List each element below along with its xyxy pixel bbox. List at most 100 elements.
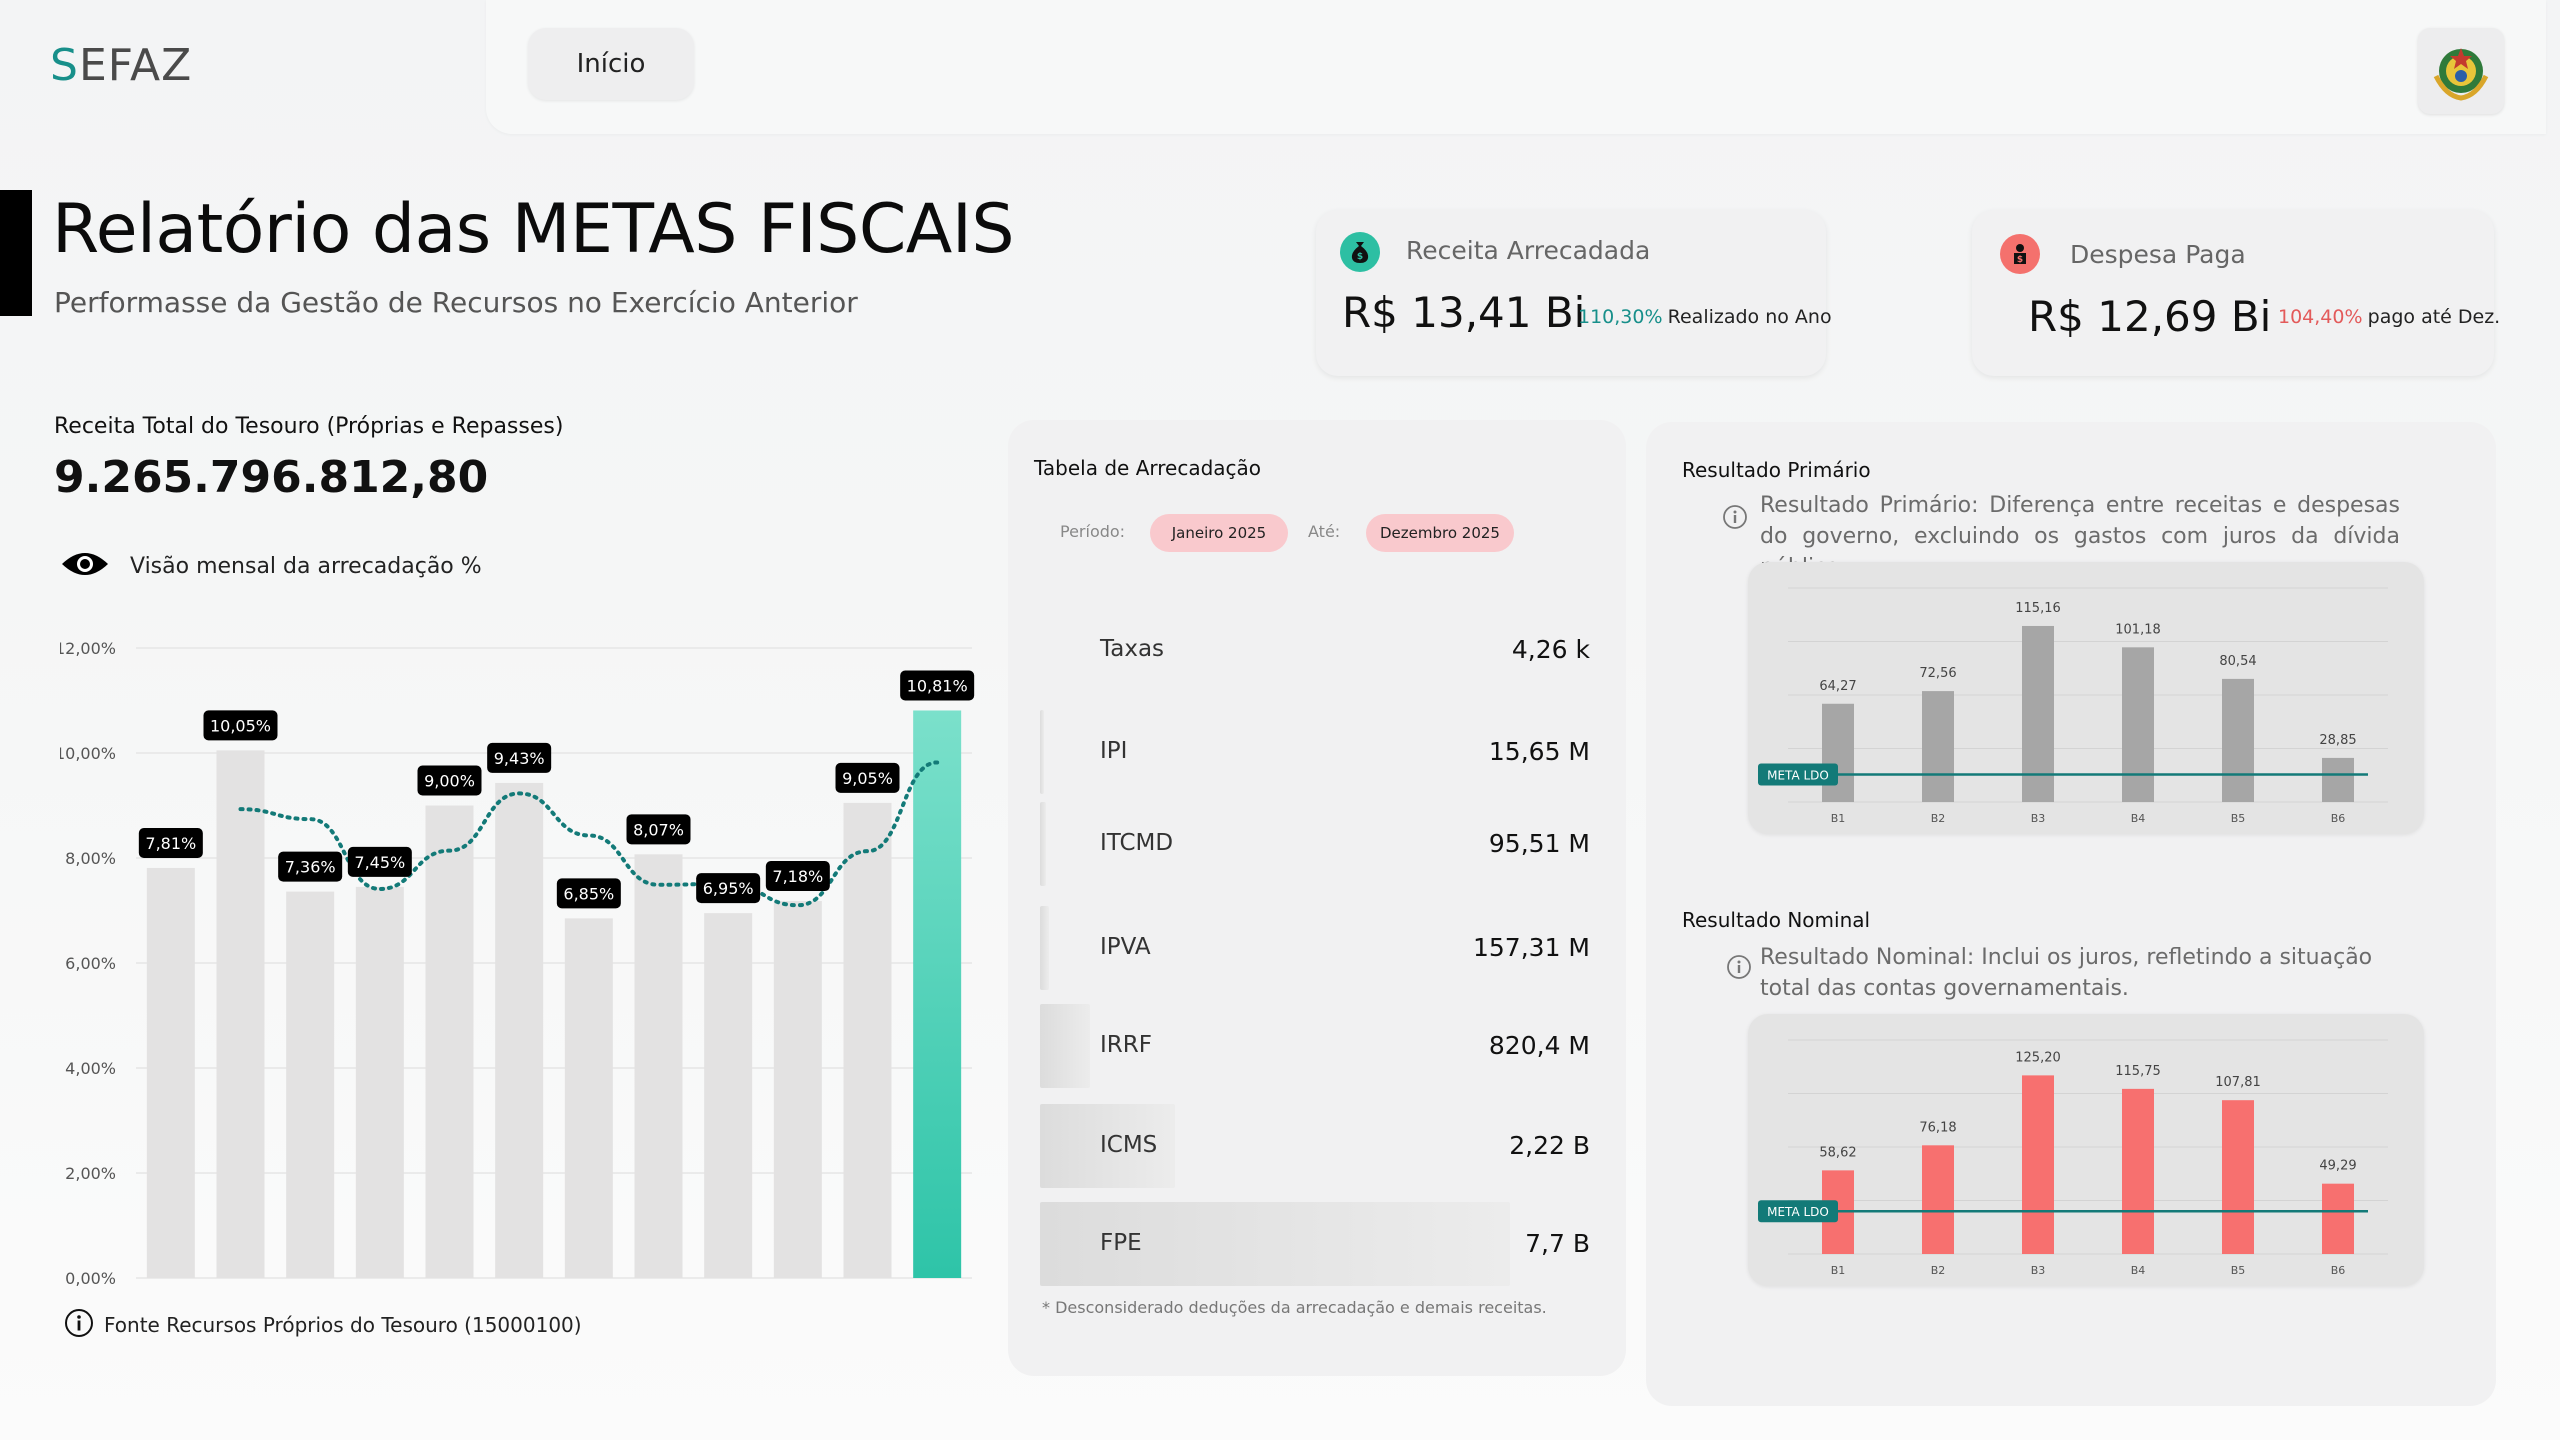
page-subtitle: Performasse da Gestão de Recursos no Exe… xyxy=(54,286,858,319)
data-label-box xyxy=(900,670,975,701)
receita-total-label: Receita Total do Tesouro (Próprias e Rep… xyxy=(54,414,564,439)
table-row-value: 4,26 k xyxy=(1511,635,1590,664)
kpi-despesa-note: pago até Dez. xyxy=(2367,306,2501,328)
primario-chart: 64,27 B1 72,56 B2 115,16 B3 101,18 B4 80,54 B5 28,… xyxy=(1758,587,2388,825)
data-label-box xyxy=(696,873,761,904)
kpi-despesa-percent: 104,40% xyxy=(2278,306,2363,328)
kpi-despesa-card: $ Despesa Paga R$ 12,69 Bi 104,40% pago … xyxy=(1972,210,2500,376)
table-row-name: IPI xyxy=(1100,738,1128,764)
period-to-select[interactable]: Dezembro 2025 xyxy=(1366,514,1514,552)
nominal-chart: 58,62 B1 76,18 B2 125,20 B3 115,75 B4 107,81 B5 49… xyxy=(1758,1039,2388,1277)
primario-title: Resultado Primário xyxy=(1682,458,1871,482)
bar xyxy=(2222,1100,2254,1254)
table-row-value: 7,7 B xyxy=(1525,1229,1590,1258)
table-row-name: ITCMD xyxy=(1100,830,1174,856)
reference-label: META LDO xyxy=(1767,1205,1829,1219)
data-label: 58,62 xyxy=(1819,1145,1856,1160)
x-tick-label: B2 xyxy=(1931,812,1946,825)
table-row[interactable]: ICMS 2,22 B xyxy=(1008,1104,1626,1188)
share-bar xyxy=(1040,1202,1510,1286)
kpi-receita-note: Realizado no Ano xyxy=(1667,306,1832,328)
x-tick-label: B3 xyxy=(2031,812,2046,825)
table-row[interactable]: IPVA 157,31 M xyxy=(1008,906,1626,990)
top-navigation-bar xyxy=(486,0,2546,134)
y-tick-label: 8,00% xyxy=(65,849,116,868)
share-bar xyxy=(1040,1004,1091,1088)
kpi-receita-card: $ Receita Arrecadada R$ 13,41 Bi 110,30%… xyxy=(1316,210,1832,376)
kpi-despesa-label: Despesa Paga xyxy=(2070,240,2246,269)
sefaz-logo: SEFAZ xyxy=(50,40,193,91)
y-tick-label: 0,00% xyxy=(65,1269,116,1288)
collection-table-panel: Tabela de Arrecadação Período: Janeiro 2… xyxy=(1008,420,1626,1376)
home-nav-button[interactable]: Início xyxy=(528,28,694,100)
reference-label: META LDO xyxy=(1767,768,1829,782)
table-row[interactable]: ITCMD 95,51 M xyxy=(1008,802,1626,886)
table-row-value: 2,22 B xyxy=(1509,1131,1590,1160)
table-row-value: 95,51 M xyxy=(1488,829,1590,858)
bar xyxy=(355,886,404,1278)
data-label: 125,20 xyxy=(2015,1050,2061,1065)
bar xyxy=(216,750,265,1278)
data-label-box xyxy=(765,861,830,892)
data-label: 9,43% xyxy=(494,749,545,768)
monthly-view-toggle[interactable]: Visão mensal da arrecadação % xyxy=(60,548,482,584)
trend-line xyxy=(238,760,940,908)
period-from-select[interactable]: Janeiro 2025 xyxy=(1150,514,1288,552)
table-row[interactable]: IPI 15,65 M xyxy=(1008,710,1626,794)
nominal-title: Resultado Nominal xyxy=(1682,908,1871,932)
bar xyxy=(1822,703,1854,802)
title-accent-bar xyxy=(0,190,32,316)
data-label: 101,18 xyxy=(2115,622,2161,637)
period-label: Período: xyxy=(1060,522,1126,541)
state-coat-of-arms-icon xyxy=(2418,28,2504,114)
bar xyxy=(2222,678,2254,802)
data-label-box xyxy=(626,814,691,845)
eye-icon xyxy=(60,548,110,584)
x-tick-label: B6 xyxy=(2331,1264,2346,1277)
bar xyxy=(2022,1075,2054,1254)
data-label-box xyxy=(487,742,552,773)
table-footnote: * Desconsiderado deduções da arrecadação… xyxy=(1042,1298,1547,1317)
data-label-box xyxy=(556,878,621,909)
share-bar xyxy=(1040,1104,1176,1188)
data-label-box xyxy=(203,710,278,741)
table-row[interactable]: Taxas 4,26 k xyxy=(1008,608,1626,692)
table-title: Tabela de Arrecadação xyxy=(1034,456,1262,480)
data-label: 9,00% xyxy=(424,772,475,791)
kpi-receita-value: R$ 13,41 Bi xyxy=(1342,288,1586,337)
bar xyxy=(2322,1183,2354,1254)
table-row-name: IPVA xyxy=(1100,934,1151,960)
data-label-box xyxy=(138,827,203,858)
bar xyxy=(1922,691,1954,802)
data-label-box xyxy=(835,762,900,793)
nominal-description: Resultado Nominal: Inclui os juros, refl… xyxy=(1760,945,2373,1001)
kpi-despesa-value: R$ 12,69 Bi xyxy=(2028,292,2272,341)
data-label: 6,95% xyxy=(703,879,754,898)
period-to-label: Até: xyxy=(1308,522,1341,541)
y-tick-label: 4,00% xyxy=(65,1059,116,1078)
info-icon xyxy=(1722,504,1748,534)
data-label: 49,29 xyxy=(2319,1159,2356,1174)
data-label: 115,16 xyxy=(2015,601,2061,616)
share-bar xyxy=(1040,802,1046,886)
data-label: 9,05% xyxy=(842,769,893,788)
bar xyxy=(425,805,474,1278)
data-label-box xyxy=(347,846,412,877)
share-bar xyxy=(1040,906,1050,990)
bar xyxy=(1922,1145,1954,1254)
kpi-receita-percent: 110,30% xyxy=(1578,306,1663,328)
table-row-name: Taxas xyxy=(1100,636,1165,662)
info-icon xyxy=(64,1308,94,1342)
y-tick-label: 6,00% xyxy=(65,954,116,973)
table-row[interactable]: IRRF 820,4 M xyxy=(1008,1004,1626,1088)
table-row[interactable]: FPE 7,7 B xyxy=(1008,1202,1626,1286)
x-tick-label: B3 xyxy=(2031,1264,2046,1277)
bar xyxy=(634,854,683,1278)
data-label: 7,45% xyxy=(354,853,405,872)
bar xyxy=(495,782,544,1278)
bar xyxy=(704,913,753,1278)
info-icon xyxy=(1726,954,1752,984)
data-label: 8,07% xyxy=(633,820,684,839)
svg-text:$: $ xyxy=(2017,255,2023,265)
table-row-value: 820,4 M xyxy=(1488,1031,1590,1060)
